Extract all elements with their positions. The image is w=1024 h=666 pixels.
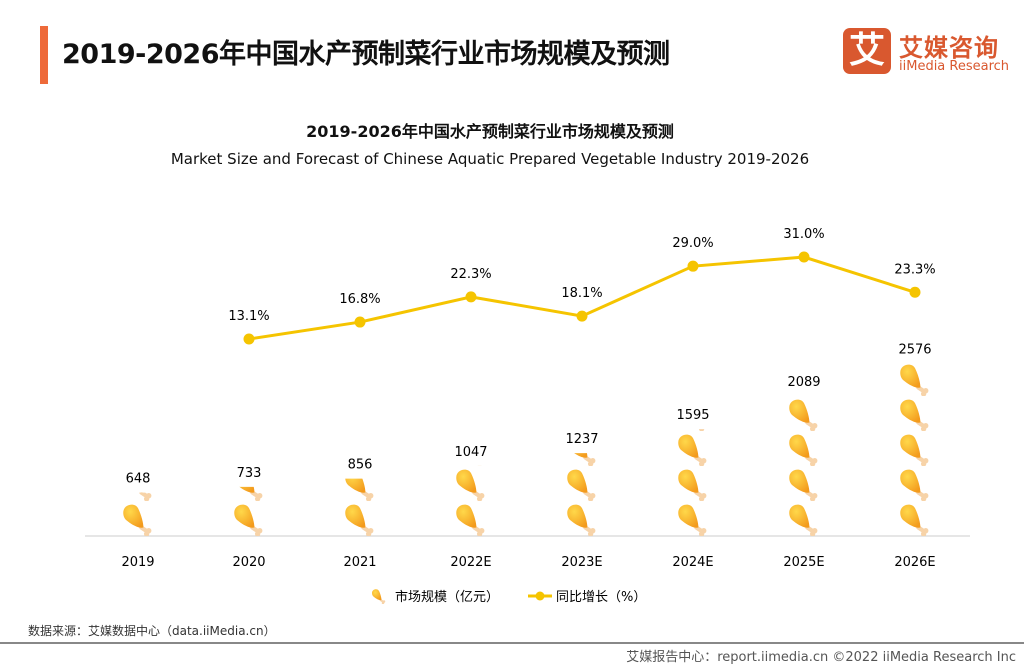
page-title: 2019-2026年中国水产预制菜行业市场规模及预测	[62, 39, 670, 70]
growth-label: 22.3%	[450, 267, 491, 282]
drumstick-icon	[900, 435, 928, 467]
legend-market-size: 市场规模（亿元）	[395, 589, 499, 605]
data-source: 数据来源：艾媒数据中心（data.iiMedia.cn）	[28, 624, 276, 638]
growth-point	[354, 316, 366, 328]
x-tick-label: 2020	[232, 555, 265, 570]
growth-label: 16.8%	[339, 292, 380, 307]
drumstick-icon	[345, 505, 373, 537]
drumstick-icon	[123, 400, 151, 432]
x-tick-label: 2019	[121, 555, 154, 570]
footer-text: 艾媒报告中心：report.iimedia.cn ©2022 iiMedia R…	[626, 650, 1016, 665]
legend-growth: 同比增长（%）	[556, 590, 646, 605]
title-accent-bar	[40, 26, 48, 84]
growth-point	[798, 251, 810, 263]
bar-label: 733	[237, 466, 262, 481]
drumstick-icon	[567, 505, 595, 537]
drumstick-icon	[678, 435, 706, 467]
drumstick-icon	[234, 435, 262, 467]
drumstick-icon	[456, 505, 484, 537]
drumstick-icon	[123, 330, 151, 362]
bar-2026E	[900, 330, 928, 537]
logo-cn: 艾媒咨询	[899, 34, 999, 62]
drumstick-icon	[789, 505, 817, 537]
growth-point	[465, 291, 477, 303]
growth-point	[687, 260, 699, 272]
growth-label: 23.3%	[894, 262, 935, 277]
drumstick-icon	[789, 330, 817, 362]
drumstick-icon	[789, 400, 817, 432]
bar-2025E	[789, 330, 817, 537]
bar-label: 2089	[787, 375, 820, 390]
drumstick-icon	[678, 505, 706, 537]
drumstick-icon	[345, 400, 373, 432]
bar-2022E	[456, 330, 484, 537]
drumstick-icon	[678, 365, 706, 397]
drumstick-icon	[345, 330, 373, 362]
x-tick-label: 2022E	[450, 555, 491, 570]
drumstick-icon	[789, 435, 817, 467]
bar-2019	[123, 330, 151, 537]
legend-drumstick-icon	[370, 588, 386, 604]
bar-2020	[234, 330, 262, 537]
growth-point	[576, 310, 588, 322]
drumstick-icon	[789, 470, 817, 502]
drumstick-icon	[123, 505, 151, 537]
x-tick-label: 2024E	[672, 555, 713, 570]
drumstick-icon	[678, 470, 706, 502]
drumstick-icon	[900, 400, 928, 432]
x-tick-label: 2026E	[894, 555, 935, 570]
drumstick-icon	[567, 470, 595, 502]
drumstick-icon	[900, 470, 928, 502]
drumstick-icon	[345, 365, 373, 397]
growth-point	[909, 286, 921, 298]
x-tick-label: 2021	[343, 555, 376, 570]
drumstick-icon	[456, 470, 484, 502]
drumstick-icon	[567, 330, 595, 362]
chart-title: 2019-2026年中国水产预制菜行业市场规模及预测	[306, 122, 674, 141]
iimedia-logo: 艾 艾媒咨询 iiMedia Research	[843, 28, 1013, 78]
drumstick-icon	[900, 505, 928, 537]
bar-label: 856	[348, 458, 373, 473]
growth-label: 18.1%	[561, 286, 602, 301]
logo-mark: 艾	[843, 28, 891, 74]
drumstick-icon	[345, 470, 373, 502]
drumstick-icon	[456, 330, 484, 362]
growth-label: 29.0%	[672, 236, 713, 251]
drumstick-icon	[234, 365, 262, 397]
drumstick-icon	[456, 400, 484, 432]
chart: 648 2019 733 2020 856 2021 1047 2022E 1237 2023E 1…	[85, 227, 970, 605]
drumstick-icon	[567, 365, 595, 397]
bar-label: 1237	[565, 432, 598, 447]
x-tick-label: 2023E	[561, 555, 602, 570]
drumstick-icon	[456, 365, 484, 397]
growth-point	[243, 333, 255, 345]
growth-label: 31.0%	[783, 227, 824, 242]
logo-en: iiMedia Research	[899, 59, 1010, 74]
drumstick-icon	[234, 400, 262, 432]
drumstick-icon	[900, 365, 928, 397]
bar-2024E	[678, 330, 706, 537]
drumstick-icon	[123, 365, 151, 397]
bar-2021	[345, 330, 373, 537]
bar-label: 1595	[676, 408, 709, 423]
bar-label: 2576	[898, 342, 931, 357]
drumstick-icon	[123, 435, 151, 467]
bar-label: 1047	[454, 445, 487, 460]
growth-label: 13.1%	[228, 309, 269, 324]
x-tick-label: 2025E	[783, 555, 824, 570]
drumstick-icon	[567, 400, 595, 432]
drumstick-icon	[234, 505, 262, 537]
bar-label: 648	[126, 472, 151, 487]
footer-divider	[0, 642, 1024, 644]
chart-subtitle: Market Size and Forecast of Chinese Aqua…	[170, 150, 810, 168]
drumstick-icon	[678, 330, 706, 362]
